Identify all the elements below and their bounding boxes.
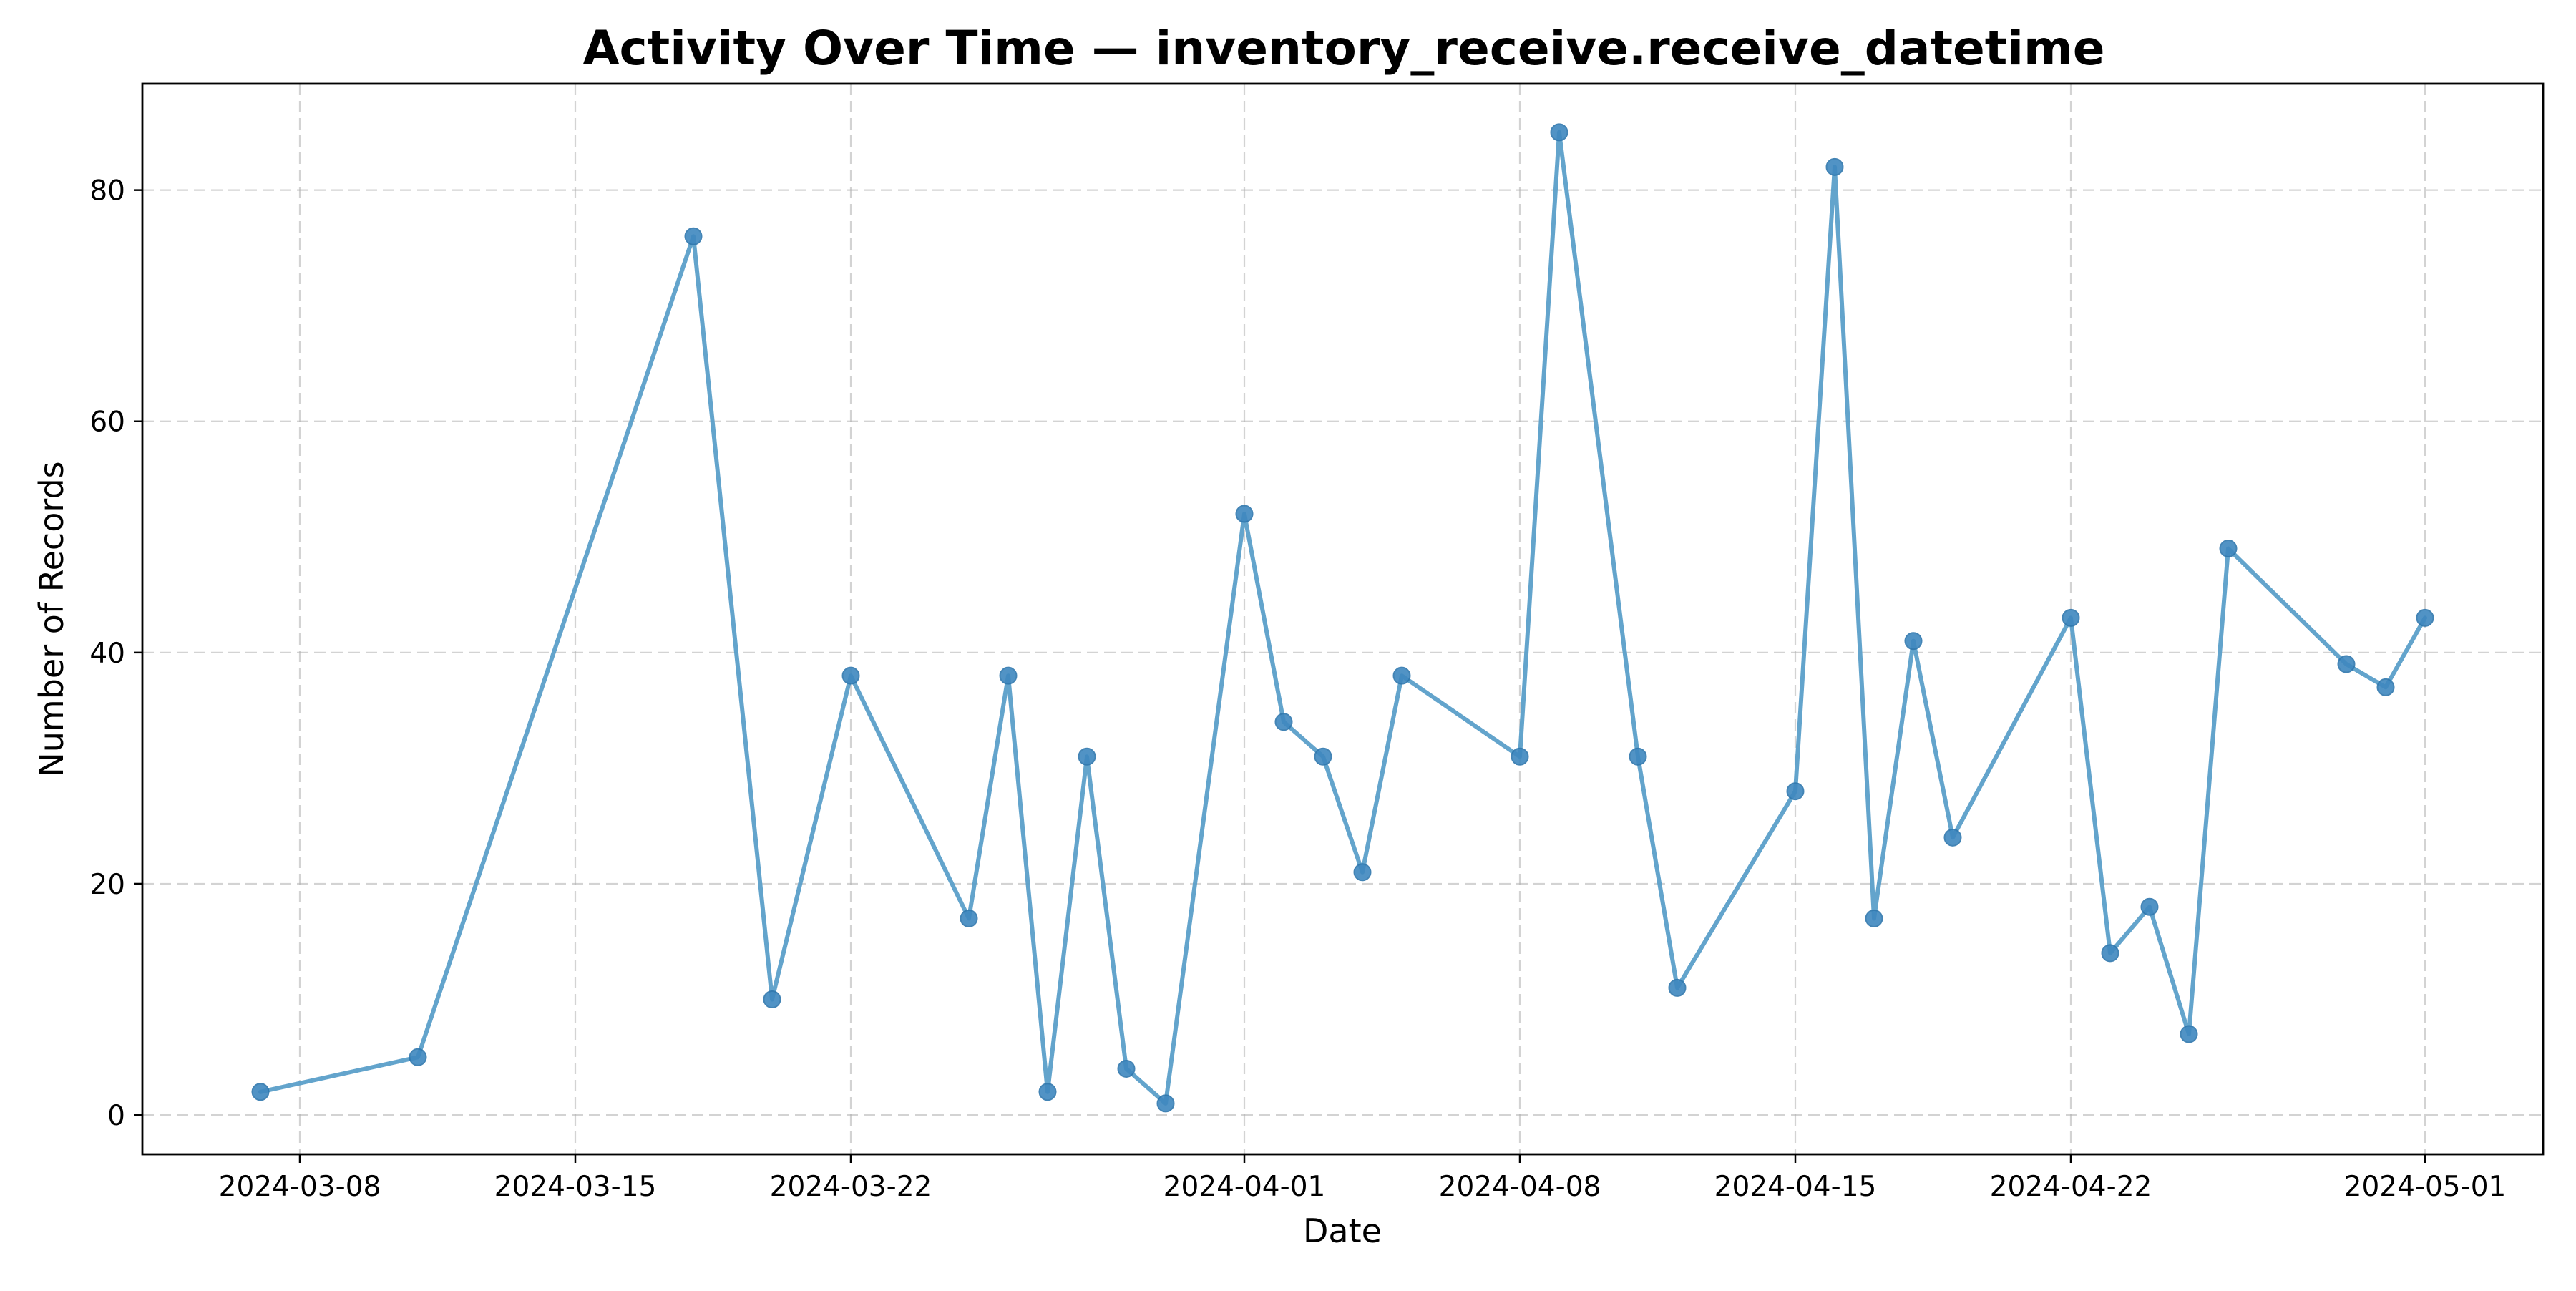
y-axis-label: Number of Records <box>32 461 71 776</box>
data-point <box>1038 1083 1057 1101</box>
data-point <box>1668 978 1687 997</box>
data-point <box>1314 747 1332 766</box>
data-point <box>2416 608 2434 627</box>
x-tick-label: 2024-05-01 <box>2344 1171 2507 1203</box>
chart-title: Activity Over Time — inventory_receive.r… <box>582 21 2104 76</box>
data-point <box>1235 505 1254 523</box>
data-point <box>1078 747 1096 766</box>
y-tick-label: 0 <box>107 1100 125 1132</box>
data-point <box>1392 666 1411 685</box>
y-tick-label: 60 <box>89 406 125 439</box>
data-point <box>1786 782 1805 801</box>
data-point <box>1943 828 1962 847</box>
data-point <box>1511 747 1529 766</box>
x-tick-label: 2024-03-08 <box>219 1171 381 1203</box>
data-point <box>2376 678 2395 696</box>
plot-frame <box>141 82 2545 1156</box>
x-tick-label: 2024-04-22 <box>1990 1171 2152 1203</box>
data-point <box>2337 655 2356 673</box>
data-point <box>1117 1059 1136 1078</box>
x-tick-label: 2024-04-08 <box>1439 1171 1601 1203</box>
data-point <box>1865 909 1883 927</box>
data-point <box>2140 897 2159 916</box>
data-point <box>999 666 1018 685</box>
axis-ticks: 2024-03-08 2024-03-15 2024-03-22 2024-04-01… <box>89 175 2506 1203</box>
data-point <box>2180 1025 2198 1043</box>
data-point <box>2219 539 2238 557</box>
data-point <box>1353 863 1372 882</box>
data-point <box>2101 944 2119 963</box>
data-point <box>960 909 978 927</box>
y-tick-label: 40 <box>89 638 125 670</box>
x-tick-label: 2024-04-15 <box>1714 1171 1877 1203</box>
data-point <box>1825 157 1844 176</box>
data-point <box>1274 713 1293 731</box>
data-point <box>409 1048 427 1066</box>
x-axis-label: Date <box>1303 1212 1382 1250</box>
data-point <box>1156 1094 1175 1113</box>
data-point <box>251 1083 270 1101</box>
data-point <box>1904 632 1923 651</box>
data-point <box>1629 747 1647 766</box>
data-point <box>684 227 703 245</box>
series-layer <box>251 123 2434 1113</box>
y-tick-label: 20 <box>89 869 125 901</box>
x-tick-label: 2024-04-01 <box>1163 1171 1326 1203</box>
x-tick-label: 2024-03-22 <box>770 1171 932 1203</box>
data-point <box>841 666 860 685</box>
y-tick-label: 80 <box>89 175 125 208</box>
data-point <box>2062 608 2080 627</box>
data-point <box>763 990 781 1009</box>
x-tick-label: 2024-03-15 <box>494 1171 657 1203</box>
data-point <box>1550 123 1568 142</box>
